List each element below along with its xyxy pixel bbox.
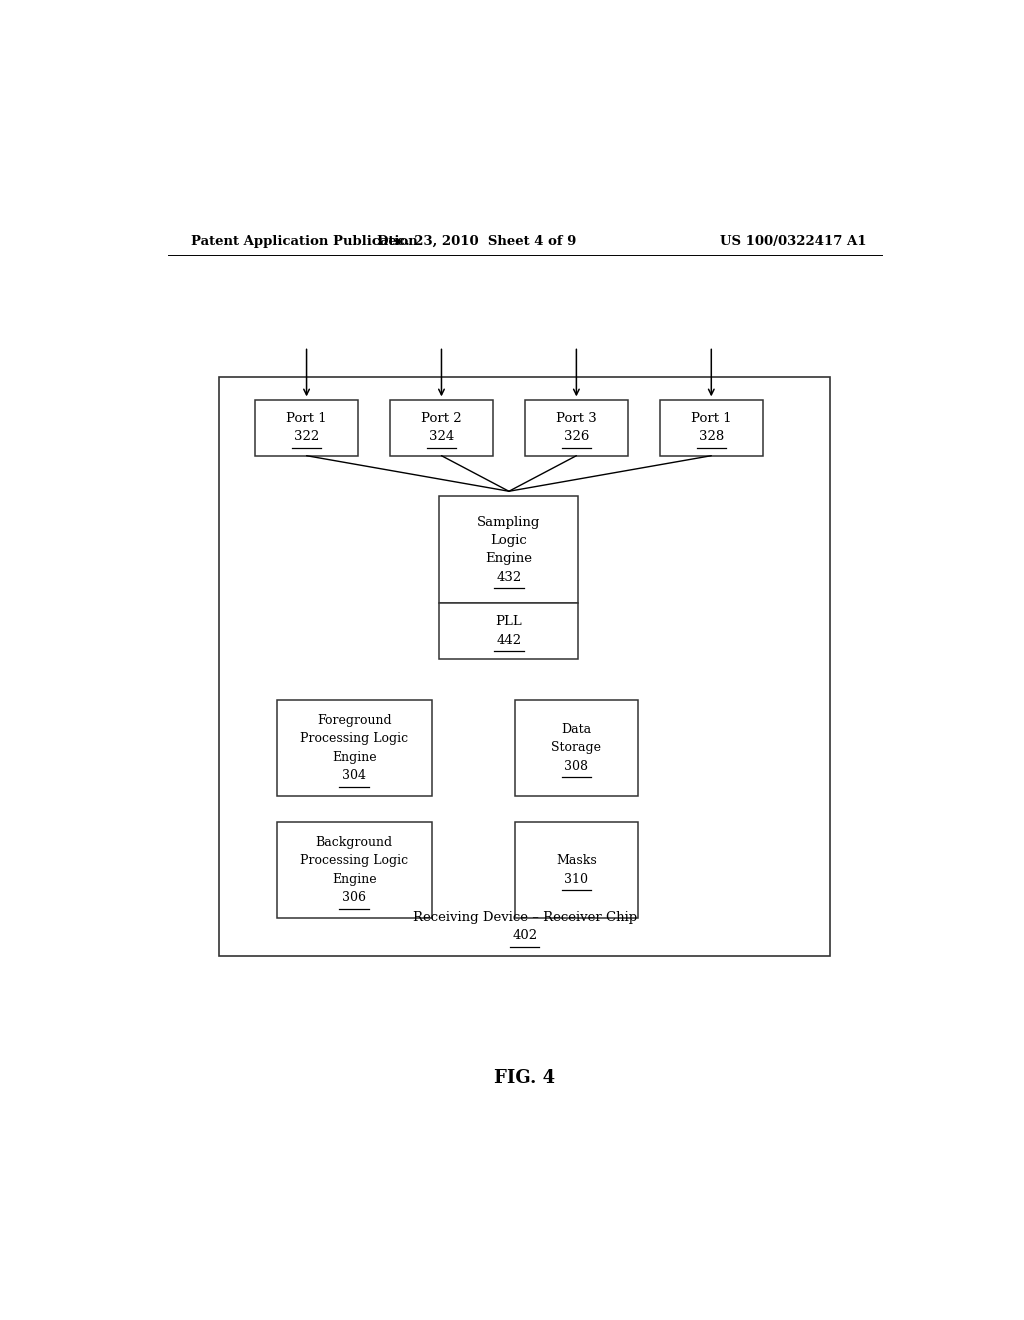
Bar (439, 496, 579, 603)
Bar (255, 400, 358, 455)
Text: Patent Application Publication: Patent Application Publication (191, 235, 418, 248)
Text: 308: 308 (564, 760, 589, 772)
Text: Processing Logic: Processing Logic (300, 854, 409, 867)
Text: Background: Background (315, 836, 393, 849)
Bar (276, 700, 431, 796)
Bar (524, 400, 628, 455)
Text: Engine: Engine (332, 873, 377, 886)
Text: 322: 322 (294, 430, 319, 444)
Text: Logic: Logic (490, 535, 527, 546)
Bar (515, 700, 638, 796)
Bar (439, 603, 579, 659)
Bar (515, 821, 638, 919)
Text: Port 1: Port 1 (691, 412, 731, 425)
Text: 432: 432 (497, 570, 521, 583)
Text: 310: 310 (564, 873, 589, 886)
Bar (659, 400, 763, 455)
Text: Receiving Device – Receiver Chip: Receiving Device – Receiver Chip (413, 911, 637, 924)
Text: 306: 306 (342, 891, 367, 904)
Text: US 100/0322417 A1: US 100/0322417 A1 (720, 235, 866, 248)
Text: PLL: PLL (496, 615, 522, 628)
Text: Processing Logic: Processing Logic (300, 733, 409, 746)
Text: 324: 324 (429, 430, 454, 444)
Text: Foreground: Foreground (316, 714, 391, 727)
Text: Sampling: Sampling (477, 516, 541, 529)
Text: Dec. 23, 2010  Sheet 4 of 9: Dec. 23, 2010 Sheet 4 of 9 (378, 235, 577, 248)
Text: 442: 442 (497, 634, 521, 647)
Text: 402: 402 (512, 929, 538, 942)
Text: Engine: Engine (485, 552, 532, 565)
Text: FIG. 4: FIG. 4 (495, 1069, 555, 1088)
Text: Port 3: Port 3 (556, 412, 597, 425)
Text: Port 2: Port 2 (421, 412, 462, 425)
Text: Port 1: Port 1 (287, 412, 327, 425)
Text: Storage: Storage (551, 742, 601, 755)
Text: 328: 328 (698, 430, 724, 444)
Text: Masks: Masks (556, 854, 597, 867)
Text: 304: 304 (342, 768, 367, 781)
Text: 326: 326 (563, 430, 589, 444)
Text: Engine: Engine (332, 751, 377, 763)
Bar (276, 821, 431, 919)
Text: Data: Data (561, 723, 592, 737)
Bar (219, 378, 830, 956)
Bar (390, 400, 494, 455)
